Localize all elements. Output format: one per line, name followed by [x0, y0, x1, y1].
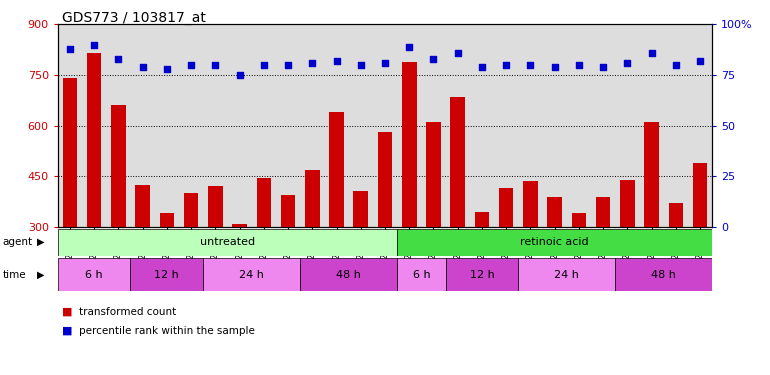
Text: retinoic acid: retinoic acid [521, 237, 589, 247]
Bar [402, 62, 417, 227]
Point [88, 42, 100, 48]
Bar [87, 53, 102, 227]
Bar [256, 178, 271, 227]
Text: transformed count: transformed count [79, 307, 176, 317]
Bar [474, 211, 489, 227]
Text: ▶: ▶ [37, 237, 45, 247]
Text: 24 h: 24 h [554, 270, 579, 279]
Point [136, 64, 149, 70]
Point [621, 60, 634, 66]
Text: 12 h: 12 h [155, 270, 179, 279]
Bar [330, 112, 343, 227]
Text: untreated: untreated [200, 237, 255, 247]
Text: ▶: ▶ [37, 270, 45, 279]
Bar [58, 229, 397, 256]
Point [161, 66, 173, 72]
Bar [644, 122, 659, 227]
Text: ■: ■ [62, 307, 72, 317]
Point [670, 62, 682, 68]
Point [282, 62, 294, 68]
Point [403, 44, 415, 50]
Bar [378, 132, 392, 227]
Bar [596, 196, 611, 227]
Point [597, 64, 609, 70]
Text: 6 h: 6 h [85, 270, 103, 279]
Point [306, 60, 319, 66]
Point [209, 62, 222, 68]
Point [427, 56, 440, 62]
Point [476, 64, 488, 70]
Text: 48 h: 48 h [651, 270, 676, 279]
Point [330, 58, 343, 64]
Point [451, 50, 464, 56]
Text: agent: agent [2, 237, 32, 247]
Bar [208, 186, 223, 227]
Bar [233, 224, 247, 227]
Point [379, 60, 391, 66]
Point [694, 58, 706, 64]
Point [185, 62, 197, 68]
Point [500, 62, 512, 68]
Bar [427, 122, 440, 227]
Text: time: time [2, 270, 26, 279]
Point [233, 72, 246, 78]
Bar [397, 258, 446, 291]
Text: 12 h: 12 h [470, 270, 494, 279]
Point [112, 56, 125, 62]
Bar [305, 170, 320, 227]
Bar [547, 196, 562, 227]
Point [258, 62, 270, 68]
Bar [450, 97, 465, 227]
Bar [281, 195, 296, 227]
Bar [300, 258, 397, 291]
Bar [668, 203, 683, 227]
Bar [353, 191, 368, 227]
Bar [446, 258, 518, 291]
Point [355, 62, 367, 68]
Point [548, 64, 561, 70]
Text: 48 h: 48 h [336, 270, 361, 279]
Text: 6 h: 6 h [413, 270, 430, 279]
Bar [523, 182, 537, 227]
Bar [159, 213, 174, 227]
Bar [397, 229, 712, 256]
Bar [203, 258, 300, 291]
Bar [615, 258, 712, 291]
Point [573, 62, 585, 68]
Bar [136, 185, 150, 227]
Text: ■: ■ [62, 326, 72, 336]
Text: GDS773 / 103817_at: GDS773 / 103817_at [62, 11, 206, 25]
Bar [130, 258, 203, 291]
Bar [184, 193, 199, 227]
Bar [693, 163, 708, 227]
Text: percentile rank within the sample: percentile rank within the sample [79, 326, 254, 336]
Bar [620, 180, 634, 227]
Point [64, 46, 76, 52]
Bar [62, 78, 77, 227]
Bar [518, 258, 615, 291]
Bar [571, 213, 586, 227]
Bar [111, 105, 126, 227]
Point [524, 62, 537, 68]
Text: 24 h: 24 h [239, 270, 264, 279]
Bar [499, 188, 514, 227]
Bar [58, 258, 130, 291]
Point [645, 50, 658, 56]
